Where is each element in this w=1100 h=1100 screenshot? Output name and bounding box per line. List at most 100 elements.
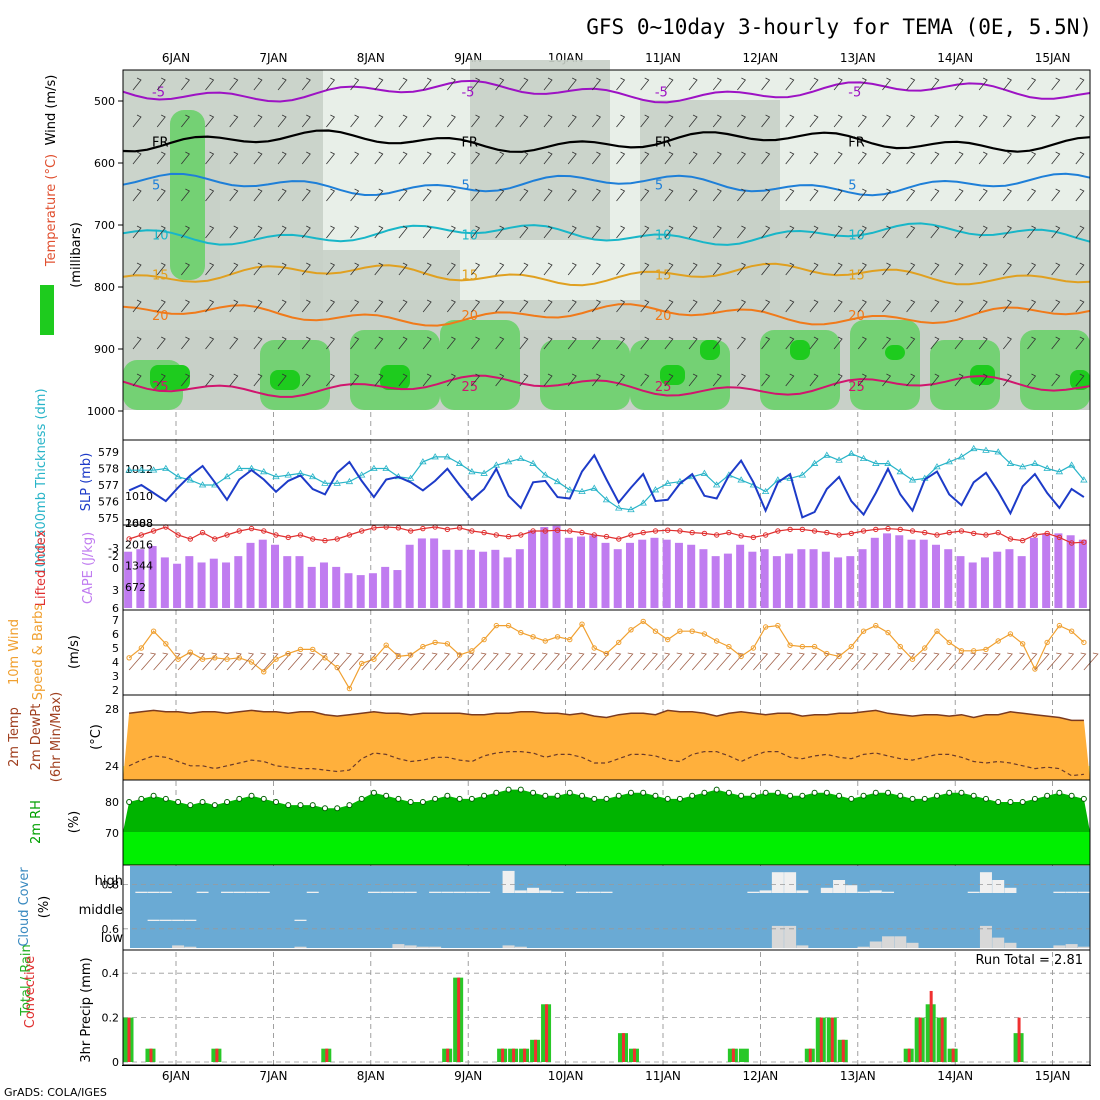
lifted-index-point [261, 528, 267, 534]
wind-speed-point [873, 622, 879, 629]
ytick-label-wind: 3 [112, 670, 119, 683]
cloud-bar-low [502, 945, 515, 948]
lifted-index-point [750, 534, 757, 541]
wind-barb [543, 77, 553, 91]
lifted-index-point [322, 537, 328, 544]
isotherm-label: 15 [655, 269, 672, 284]
cloud-bar-high [1004, 887, 1017, 893]
cape-bar [479, 551, 488, 608]
wind-barb [398, 336, 408, 350]
wind-barb [301, 77, 311, 91]
ytick-label-li: -3 [108, 542, 119, 555]
rh-upper-fill [123, 789, 1090, 832]
ytick-label-li: 6 [112, 602, 119, 615]
wind-barb [978, 114, 988, 128]
chart-title: GFS 0~10day 3-hourly for TEMA (0E, 5.5N) [586, 15, 1092, 39]
wind-barb [253, 225, 263, 239]
wind-speed-point [187, 649, 194, 655]
rh-point [395, 795, 402, 802]
cloud-bar-high [588, 891, 601, 893]
cape-bar [234, 556, 243, 608]
wind-barb [954, 336, 964, 350]
rh-point [150, 792, 157, 799]
wind-barb [567, 114, 577, 128]
wind-barb [567, 225, 577, 239]
wind-barb [446, 336, 456, 350]
lifted-index-point [187, 536, 194, 542]
surface-wind-barb [459, 652, 475, 671]
wind-barb [301, 151, 311, 165]
cape-bar [430, 538, 439, 608]
wind-speed-point [297, 646, 304, 653]
rh-point [554, 792, 561, 799]
wind-barb [374, 262, 384, 276]
cloud-bar-low [992, 937, 1005, 948]
wind-barb [930, 299, 940, 313]
ylabel-speed-barbs: Speed & Barbs [31, 604, 46, 701]
cloud-bar-low [514, 946, 527, 948]
wind-barb [446, 262, 456, 276]
cape-bar [552, 525, 561, 608]
thickness-point [1031, 459, 1039, 466]
wind-barb [737, 373, 746, 387]
wind-barb [446, 299, 456, 313]
lifted-index-point [1056, 534, 1063, 541]
wind-barb [1002, 225, 1012, 239]
rh-point [260, 795, 267, 802]
cape-bar [271, 544, 280, 608]
wind-barb [471, 188, 481, 202]
cloud-bar-high [502, 870, 515, 893]
wind-barb [882, 151, 892, 165]
wind-barb [882, 262, 892, 276]
wind-barb [616, 188, 626, 202]
wind-barb [978, 373, 988, 387]
rh-point [493, 789, 500, 796]
surface-wind-barb [287, 652, 304, 671]
thickness-point [945, 458, 953, 465]
wind-barb [592, 262, 601, 276]
surface-wind-barb [508, 652, 524, 671]
precip-convective-bar [819, 1017, 823, 1062]
thickness-point [162, 464, 170, 471]
wind-barb [761, 77, 771, 91]
isotherm-label: FR [655, 135, 672, 150]
lifted-index-point [971, 530, 977, 537]
wind-barb [350, 299, 360, 313]
rh-point [530, 789, 537, 796]
wind-barb [253, 77, 263, 91]
isotherm-label: 5 [848, 179, 856, 194]
wind-barb [930, 262, 940, 276]
cape-bar [1005, 549, 1014, 608]
rh-point [481, 792, 488, 799]
rh-point [321, 805, 328, 812]
ylabel-2m-temp: 2m Temp [7, 707, 22, 767]
surface-wind-barb [777, 652, 793, 671]
lifted-index-point [1081, 539, 1087, 545]
rh-high-region [850, 320, 920, 410]
cape-bar [332, 566, 341, 608]
surface-wind-barb [1034, 652, 1050, 671]
wind-barb [156, 77, 166, 91]
wind-barb [326, 373, 336, 387]
wind-barb [978, 188, 988, 202]
lifted-index-point [640, 529, 646, 536]
wind-barb [567, 151, 577, 165]
surface-wind-barb [410, 652, 426, 671]
cape-bar [124, 551, 133, 608]
isotherm-label: 25 [655, 380, 672, 395]
wind-barb [181, 262, 190, 276]
wind-barb [156, 373, 166, 387]
wind-barb [592, 336, 601, 350]
precip-convective-bar [512, 1048, 516, 1062]
ylabel-slp: SLP (mb) [79, 453, 94, 512]
cape-bar [968, 562, 977, 608]
cloud-bar-middle [172, 919, 185, 921]
lifted-index-point [677, 528, 683, 534]
isotherm-label: 25 [461, 380, 478, 395]
precip-convective-bar [731, 1048, 735, 1062]
wind-barb [688, 151, 698, 165]
cape-bar [625, 542, 634, 608]
thickness-point [284, 471, 292, 478]
lifted-index-point [1068, 540, 1075, 546]
rh-point [444, 792, 451, 799]
